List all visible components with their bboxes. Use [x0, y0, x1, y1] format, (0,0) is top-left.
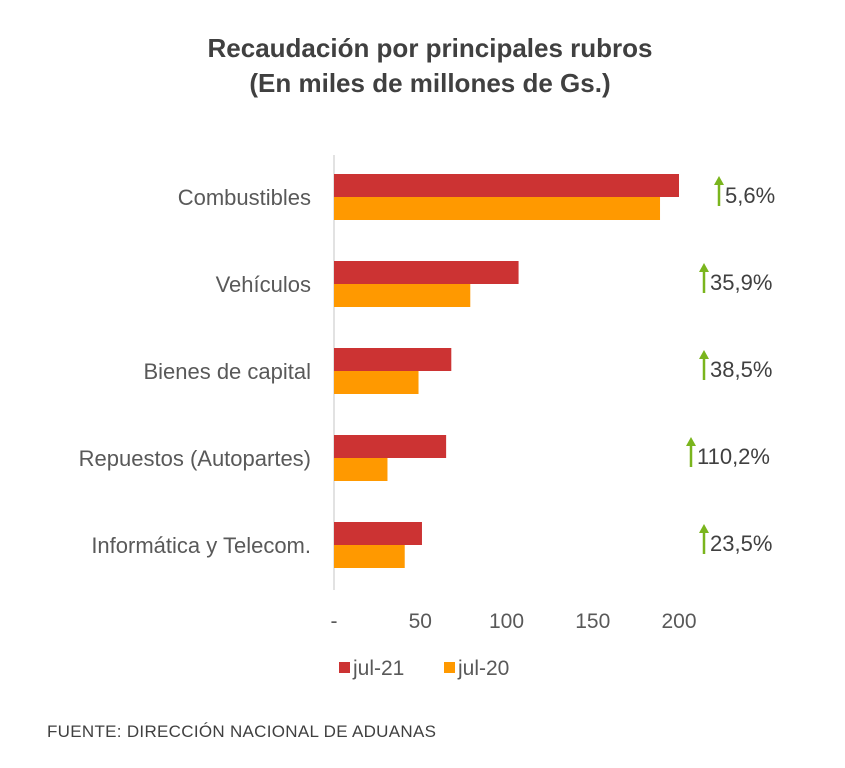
legend-swatch-jul-21	[339, 662, 350, 673]
bar-jul-21-1	[334, 261, 519, 284]
up-arrow-icon	[714, 176, 724, 206]
x-tick-label: 50	[409, 610, 432, 633]
source-note: FUENTE: DIRECCIÓN NACIONAL DE ADUANAS	[47, 722, 436, 741]
growth-label: 23,5%	[710, 531, 772, 556]
category-label: Repuestos (Autopartes)	[79, 446, 311, 471]
legend-label: jul-20	[457, 657, 509, 680]
bar-jul-21-2	[334, 348, 452, 371]
bar-jul-20-4	[334, 545, 405, 568]
growth-label: 35,9%	[710, 270, 772, 295]
legend-swatch-jul-20	[444, 662, 455, 673]
x-tick-label: 150	[575, 610, 610, 633]
x-tick-label: -	[331, 610, 338, 633]
growth-label: 110,2%	[697, 444, 770, 469]
up-arrow-icon	[699, 263, 709, 293]
growth-label: 5,6%	[725, 183, 775, 208]
up-arrow-icon	[686, 437, 696, 467]
chart-subtitle: (En miles de millones de Gs.)	[249, 68, 610, 98]
bar-jul-21-4	[334, 522, 422, 545]
category-label: Vehículos	[216, 272, 311, 297]
bar-jul-20-2	[334, 371, 419, 394]
x-tick-label: 200	[661, 610, 696, 633]
category-label: Informática y Telecom.	[91, 533, 311, 558]
plot-area: Combustibles 5,6% Vehículos 35,9% Bienes de …	[79, 155, 775, 633]
bar-jul-20-3	[334, 458, 388, 481]
bar-jul-21-3	[334, 435, 447, 458]
x-tick-label: 100	[489, 610, 524, 633]
bar-jul-20-1	[334, 284, 471, 307]
up-arrow-icon	[699, 524, 709, 554]
bar-jul-21-0	[334, 174, 679, 197]
category-label: Bienes de capital	[143, 359, 311, 384]
growth-label: 38,5%	[710, 357, 772, 382]
chart-title: Recaudación por principales rubros	[208, 33, 653, 63]
category-label: Combustibles	[178, 185, 311, 210]
up-arrow-icon	[699, 350, 709, 380]
legend: jul-21 jul-20	[339, 657, 509, 680]
bar-jul-20-0	[334, 197, 661, 220]
legend-label: jul-21	[352, 657, 404, 680]
